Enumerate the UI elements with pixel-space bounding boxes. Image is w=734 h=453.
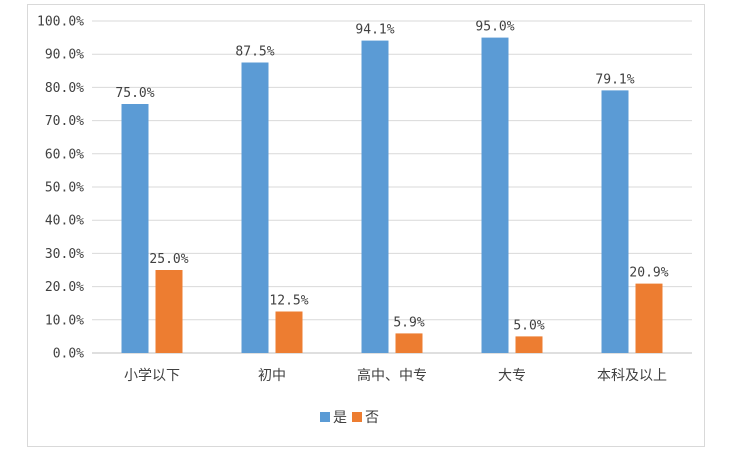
data-label: 75.0% (115, 86, 154, 101)
bar-yes (481, 37, 509, 353)
bar-no (155, 270, 183, 353)
data-label: 87.5% (235, 45, 274, 60)
y-tick-label: 40.0% (45, 214, 84, 229)
data-label: 20.9% (629, 266, 668, 281)
legend-label: 是 (333, 410, 347, 426)
data-label: 25.0% (149, 252, 188, 267)
data-label: 5.0% (513, 318, 544, 333)
x-category-label: 大专 (498, 368, 526, 384)
y-tick-label: 0.0% (53, 347, 84, 362)
bar-no (395, 333, 423, 353)
x-category-label: 本科及以上 (597, 368, 667, 384)
y-tick-label: 60.0% (45, 147, 84, 162)
y-tick-label: 20.0% (45, 280, 84, 295)
legend-swatch (352, 412, 362, 422)
bar-yes (361, 40, 389, 353)
y-tick-label: 50.0% (45, 181, 84, 196)
data-label: 95.0% (475, 20, 514, 35)
y-tick-label: 80.0% (45, 81, 84, 96)
y-tick-label: 70.0% (45, 114, 84, 129)
bar-yes (601, 90, 629, 353)
y-tick-label: 10.0% (45, 313, 84, 328)
data-label: 12.5% (269, 294, 308, 309)
bar-yes (121, 104, 149, 353)
data-label: 79.1% (595, 72, 634, 87)
legend-swatch (320, 412, 330, 422)
bar-no (635, 283, 663, 353)
x-category-label: 初中 (258, 367, 286, 384)
data-label: 5.9% (393, 315, 424, 330)
bar-no (275, 311, 303, 353)
x-category-label: 小学以下 (124, 368, 180, 384)
bar-no (515, 336, 543, 353)
bar-yes (241, 62, 269, 353)
y-tick-label: 30.0% (45, 247, 84, 262)
legend-label: 否 (365, 410, 379, 426)
y-tick-label: 90.0% (45, 48, 84, 63)
data-label: 94.1% (355, 23, 394, 38)
y-tick-label: 100.0% (37, 15, 84, 30)
x-category-label: 高中、中专 (357, 367, 427, 384)
